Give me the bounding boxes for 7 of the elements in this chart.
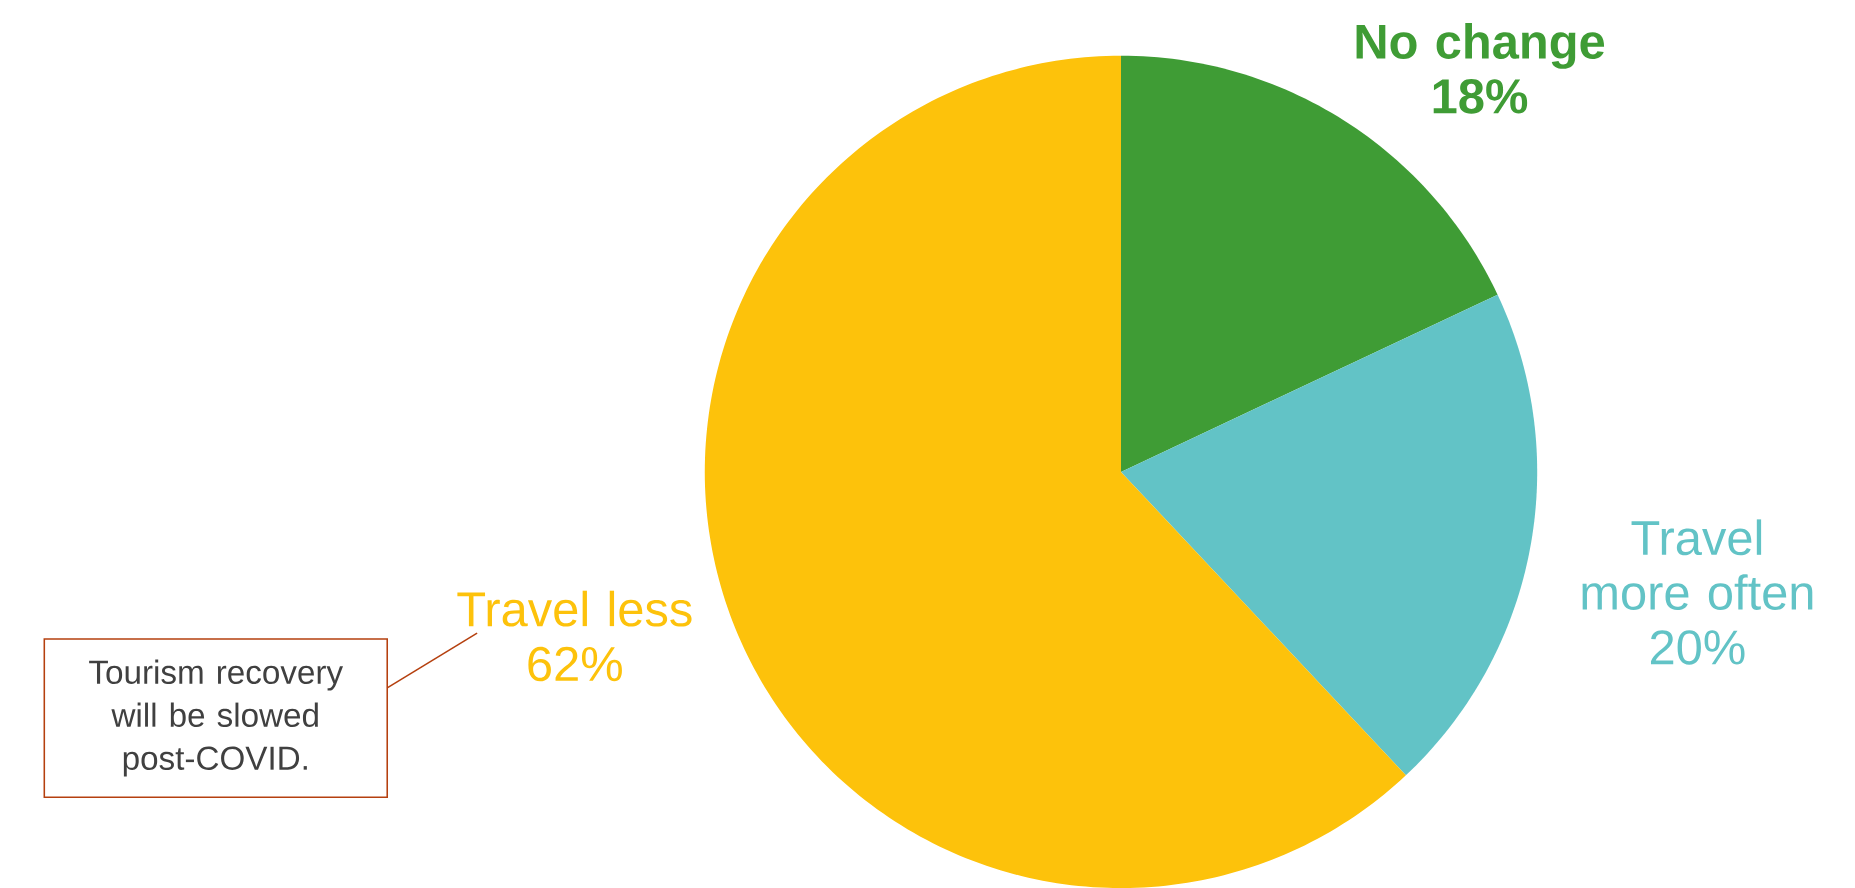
data-label: 62% [528,646,622,682]
slice-label: Travel less [457,590,692,627]
slice-label: Travel more often [1582,519,1813,610]
data-label: 20% [1650,630,1745,665]
data-label: 18% [1433,79,1528,114]
text: Tourism recovery will be slowed post-COVID. [89,659,344,777]
slice-label: No change [1356,23,1605,69]
